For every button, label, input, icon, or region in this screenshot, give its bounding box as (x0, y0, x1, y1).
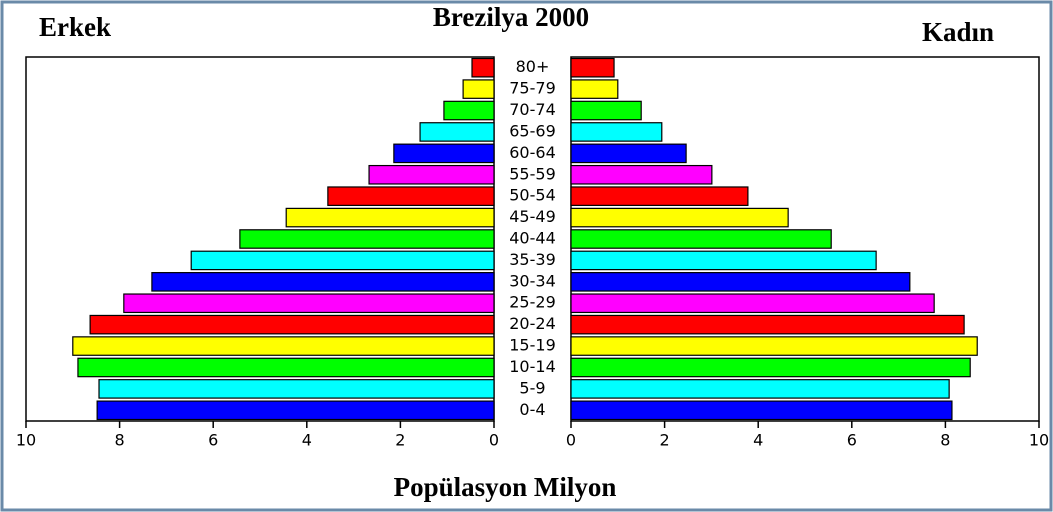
bar (419, 122, 495, 142)
bar (570, 272, 911, 292)
bar (393, 143, 495, 164)
bar (327, 186, 495, 206)
x-tick-label: 2 (660, 431, 670, 450)
bar (570, 379, 950, 399)
category-label: 35-39 (509, 250, 556, 269)
x-tick-label: 0 (489, 431, 499, 450)
bar (570, 207, 789, 228)
bar (570, 100, 642, 121)
bar (570, 357, 971, 378)
bar (96, 400, 495, 421)
bar (77, 357, 495, 378)
bar (570, 57, 615, 78)
category-label: 75-79 (509, 79, 556, 98)
bar (570, 164, 713, 185)
bar (570, 314, 965, 335)
category-label: 50-54 (509, 186, 556, 205)
bar (570, 250, 877, 271)
category-label: 30-34 (509, 271, 556, 290)
category-label: 10-14 (509, 357, 556, 376)
category-label: 70-74 (509, 100, 556, 119)
bar (123, 293, 495, 314)
x-tick-label: 6 (847, 431, 857, 450)
x-tick-label: 2 (395, 431, 405, 450)
x-tick-label: 4 (302, 431, 312, 450)
category-label: 60-64 (509, 143, 556, 162)
category-label: 45-49 (509, 207, 556, 226)
x-tick-label: 0 (566, 431, 576, 450)
chart-title: Brezilya 2000 (433, 2, 589, 32)
bar (570, 143, 687, 164)
bar (570, 336, 978, 356)
category-label: 0-4 (519, 400, 545, 419)
bar (239, 229, 495, 249)
category-label: 65-69 (509, 121, 556, 140)
bar (89, 314, 495, 335)
category-label: 15-19 (509, 336, 556, 355)
bar (190, 250, 495, 271)
category-label: 40-44 (509, 229, 556, 248)
bar (368, 164, 495, 185)
x-axis-label: Popülasyon Milyon (394, 472, 617, 502)
bar (570, 400, 953, 421)
x-tick-label: 4 (753, 431, 763, 450)
bar (285, 207, 495, 228)
category-label: 55-59 (509, 164, 556, 183)
bar (570, 122, 663, 142)
x-tick-label: 6 (208, 431, 218, 450)
category-label: 20-24 (509, 314, 556, 333)
bar (151, 272, 495, 292)
x-tick-label: 8 (940, 431, 950, 450)
bar (98, 379, 495, 399)
bar (471, 57, 495, 78)
x-tick-label: 10 (1029, 431, 1049, 450)
bar (570, 293, 935, 314)
bar (570, 79, 619, 99)
bar (443, 100, 495, 121)
legend-left: Erkek (39, 12, 111, 42)
bar (570, 186, 749, 206)
category-label: 80+ (516, 57, 550, 76)
x-tick-label: 10 (16, 431, 36, 450)
x-tick-label: 8 (115, 431, 125, 450)
legend-right: Kadın (922, 17, 994, 47)
category-label: 5-9 (519, 378, 545, 397)
bar (462, 79, 495, 99)
bar (72, 336, 495, 356)
category-label: 25-29 (509, 293, 556, 312)
bar (570, 229, 832, 249)
